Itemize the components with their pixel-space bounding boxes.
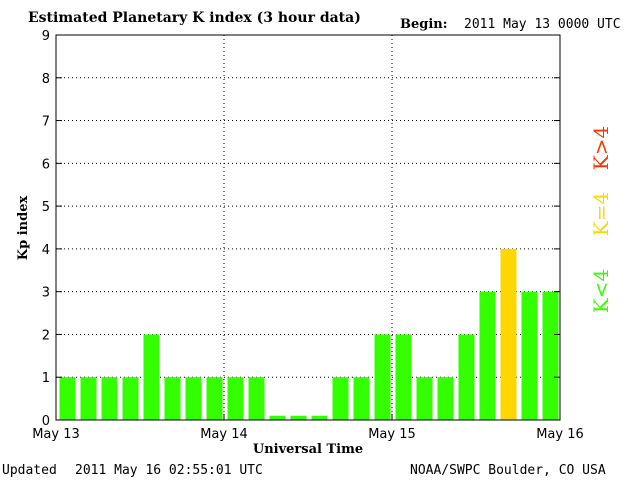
y-axis-ticks: 0 1 2 3 4 5 6 7 8 9	[42, 29, 560, 429]
y-tick-label: 5	[42, 200, 50, 215]
x-axis-title: Universal Time	[253, 442, 363, 457]
kp-bar	[227, 377, 244, 420]
source-credit: NOAA/SWPC Boulder, CO USA	[410, 463, 606, 478]
y-tick-label: 2	[42, 328, 50, 343]
x-axis-ticks: May 13 May 14 May 15 May 16	[32, 414, 584, 442]
y-tick-label: 8	[42, 72, 50, 87]
kp-bar	[206, 377, 223, 420]
y-axis-title: Kp index	[16, 196, 31, 261]
kp-bar	[500, 248, 517, 420]
kp-bar	[521, 291, 538, 420]
x-tick-label: May 13	[32, 427, 80, 442]
legend-above-4: K>4	[589, 126, 613, 170]
begin-date: 2011 May 13 0000 UTC	[464, 17, 621, 32]
kp-bar	[122, 377, 139, 420]
updated-label: Updated	[2, 463, 57, 478]
kp-bar	[248, 377, 265, 420]
kp-bar	[80, 377, 97, 420]
kp-bar	[479, 291, 496, 420]
kp-bar	[59, 377, 76, 420]
grid-lines	[56, 35, 560, 420]
bar-series	[59, 248, 559, 420]
kp-bar	[353, 377, 370, 420]
kp-bar	[164, 377, 181, 420]
kp-bar	[458, 334, 475, 420]
x-tick-label: May 15	[368, 427, 416, 442]
kp-bar	[542, 291, 559, 420]
updated-date: 2011 May 16 02:55:01 UTC	[75, 463, 263, 478]
y-tick-label: 9	[42, 29, 50, 44]
kp-bar	[269, 415, 286, 420]
y-tick-label: 3	[42, 286, 50, 301]
kp-bar	[437, 377, 454, 420]
plot-frame	[55, 34, 561, 421]
legend-equal-4: K=4	[589, 192, 613, 236]
x-tick-label: May 16	[536, 427, 584, 442]
kp-bar	[311, 415, 328, 420]
x-tick-label: May 14	[200, 427, 248, 442]
kp-bar	[290, 415, 307, 420]
kp-bar	[332, 377, 349, 420]
y-tick-label: 0	[42, 414, 50, 429]
chart-title: Estimated Planetary K index (3 hour data…	[28, 10, 361, 26]
legend-below-4: K<4	[589, 269, 613, 313]
begin-label: Begin:	[400, 17, 448, 32]
kp-bar	[143, 334, 160, 420]
kp-bar	[185, 377, 202, 420]
kp-bar	[395, 334, 412, 420]
y-tick-label: 4	[42, 243, 50, 258]
y-tick-label: 1	[42, 371, 50, 386]
y-tick-label: 6	[42, 157, 50, 172]
kp-bar	[416, 377, 433, 420]
kp-bar	[101, 377, 118, 420]
kp-bar	[374, 334, 391, 420]
y-tick-label: 7	[42, 115, 50, 130]
